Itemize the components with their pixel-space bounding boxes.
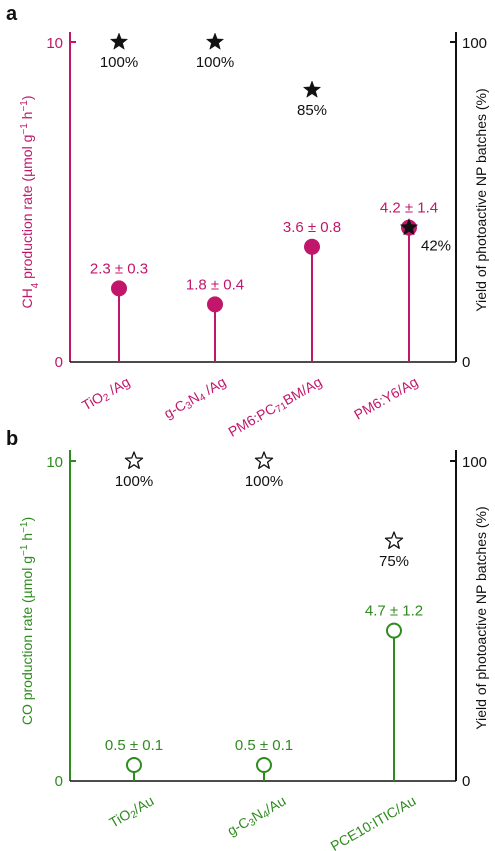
panel-a-rate-label-2: 1.8 ± 0.4	[186, 276, 244, 293]
panel-b-marks: 0.5 ± 0.1 100% 0.5 ± 0.1 100% 4.7 ± 1.2 75%	[105, 451, 423, 781]
panel-b-yield-label-1: 100%	[115, 473, 153, 490]
panel-b-yield-star-1	[124, 451, 144, 469]
panel-a-right-tick-0: 0	[462, 354, 470, 371]
panel-b-left-axis-title: CO production rate (µmol g−1 h−1)	[19, 517, 36, 725]
panel-b-left-tick-10: 10	[46, 454, 63, 471]
panel-b-label: b	[6, 428, 18, 450]
panel-b-rate-marker-1	[126, 757, 142, 773]
panel-a-label: a	[6, 3, 18, 25]
panel-b: b 10 0 100 0 CO production rate (µmol g−…	[6, 428, 489, 851]
panel-b-right-axis-title: Yield of photoactive NP batches (%)	[473, 506, 489, 729]
panel-a-rate-label-3: 3.6 ± 0.8	[283, 219, 341, 236]
panel-a-yield-star-3	[303, 80, 321, 98]
panel-b-category-label-3: PCE10:ITIC/Au	[328, 793, 419, 851]
panel-a-left-axis-title: CH4 production rate (µmol g−1 h−1)	[19, 95, 41, 308]
panel-b-yield-label-3: 75%	[379, 553, 409, 570]
panel-a-yield-label-2: 100%	[196, 54, 234, 71]
panel-b-right-tick-0: 0	[462, 773, 470, 790]
panel-b-rate-label-2: 0.5 ± 0.1	[235, 737, 293, 754]
panel-b-category-label-1: TiO2/Au	[107, 793, 158, 832]
panel-b-rate-label-1: 0.5 ± 0.1	[105, 737, 163, 754]
panel-a-left-tick-10: 10	[46, 35, 63, 52]
panel-a-rate-marker-3	[304, 238, 320, 255]
panel-b-yield-star-2	[254, 451, 274, 469]
panel-a-yield-label-4: 42%	[421, 238, 451, 255]
panel-b-yield-star-3	[384, 531, 404, 549]
panel-a-category-label-2: g-C3N4 /Ag	[161, 374, 229, 424]
panel-a-rate-label-1: 2.3 ± 0.3	[90, 260, 148, 277]
panel-a-yield-label-1: 100%	[100, 54, 138, 71]
panel-a-right-axis-title: Yield of photoactive NP batches (%)	[473, 88, 489, 311]
panel-a-yield-star-4	[400, 218, 418, 236]
panel-a-category-label-3: PM6:PC71BM/Ag	[226, 374, 326, 442]
panel-a-right-tick-100: 100	[462, 35, 487, 52]
panel-a-rate-marker-1	[111, 280, 127, 297]
panel-b-rate-marker-3	[386, 622, 402, 639]
panel-b-rate-label-3: 4.7 ± 1.2	[365, 603, 423, 620]
panel-a-marks: 2.3 ± 0.3 100% 1.8 ± 0.4 100% 3.6 ± 0.8 85% 4.…	[90, 32, 451, 362]
panel-a-yield-star-1	[110, 32, 128, 50]
panel-a-yield-star-2	[206, 32, 224, 50]
panel-a: a 10 0 100 0 CH4 production rate (µmol g…	[6, 3, 489, 442]
panel-b-right-tick-100: 100	[462, 454, 487, 471]
panel-a-category-label-1: TiO2 /Ag	[79, 374, 133, 415]
panel-a-category-label-4: PM6:Y6/Ag	[351, 374, 420, 423]
panel-a-rate-label-4: 4.2 ± 1.4	[380, 200, 438, 217]
panel-b-left-tick-0: 0	[55, 773, 63, 790]
panel-b-category-label-2: g-C3N4/Au	[225, 793, 290, 841]
panel-b-yield-label-2: 100%	[245, 473, 283, 490]
panel-a-left-tick-0: 0	[55, 354, 63, 371]
panel-a-yield-label-3: 85%	[297, 102, 327, 119]
panel-a-rate-marker-2	[207, 296, 223, 313]
panel-b-rate-marker-2	[256, 757, 272, 773]
